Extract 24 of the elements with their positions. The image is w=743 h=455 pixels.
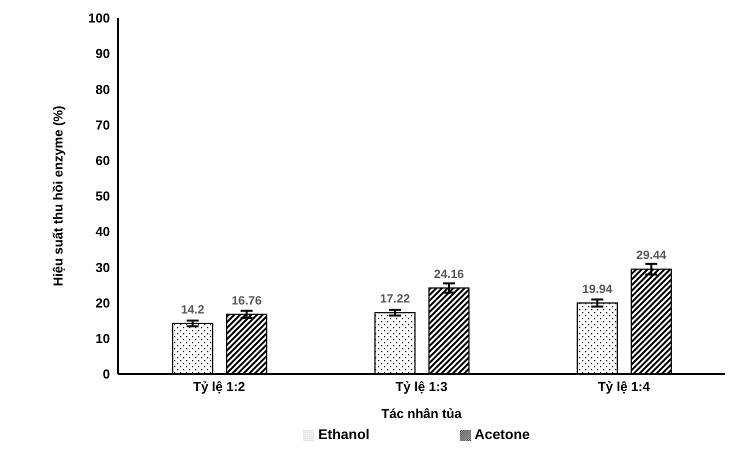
y-tick-label: 20 (96, 295, 110, 310)
legend-label: Ethanol (318, 426, 370, 442)
y-tick-label: 90 (96, 46, 110, 62)
data-label: 17.22 (380, 292, 410, 306)
y-tick-label: 100 (88, 10, 110, 26)
y-tick-label: 70 (96, 117, 110, 132)
y-tick-label: 10 (96, 331, 110, 346)
x-tick-label: Tỷ lệ 1:4 (598, 379, 651, 394)
legend-label: Acetone (474, 426, 530, 442)
data-label: 29.44 (636, 248, 667, 262)
x-tick-label: Tỷ lệ 1:2 (193, 379, 246, 394)
y-tick-label: 60 (96, 153, 110, 168)
y-tick-label: 30 (96, 260, 110, 275)
y-tick-label: 0 (102, 366, 110, 382)
x-axis-title: Tác nhân tủa (381, 406, 462, 421)
y-tick-label: 40 (96, 224, 110, 240)
y-tick-label: 80 (96, 82, 110, 97)
data-label: 24.16 (434, 266, 464, 281)
data-label: 14.2 (180, 302, 205, 316)
x-tick-label: Tỷ lệ 1:3 (395, 379, 448, 394)
data-label: 19.94 (582, 282, 613, 296)
y-tick-label: 50 (96, 188, 110, 204)
y-axis-title: Hiệu suất thu hồi enzyme (%) (50, 106, 66, 286)
data-label: 16.76 (232, 293, 262, 308)
